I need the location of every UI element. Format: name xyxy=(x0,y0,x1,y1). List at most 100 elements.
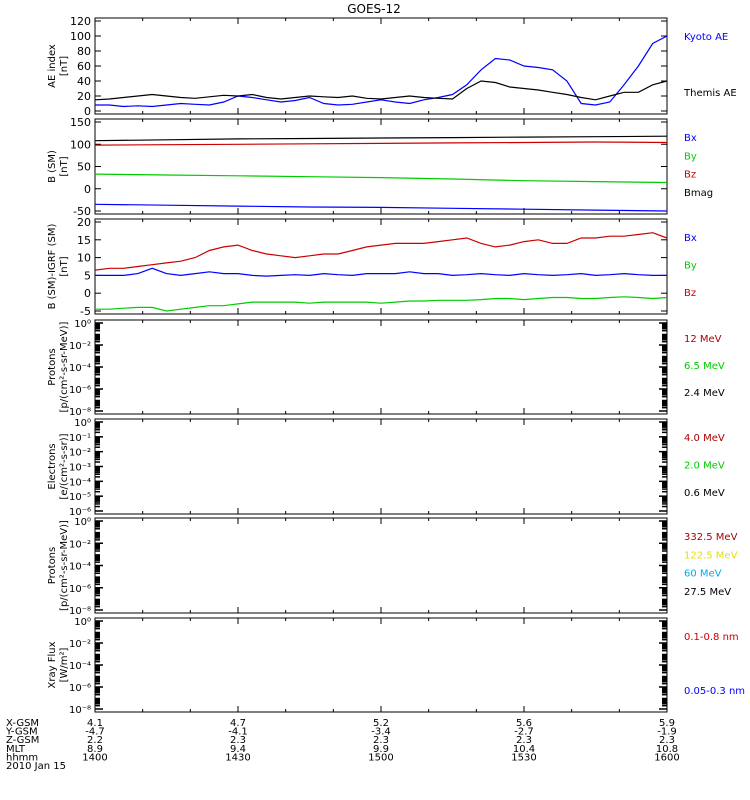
legend-kyoto-ae: Kyoto AE xyxy=(684,32,728,43)
legend-4-0-mev: 4.0 MeV xyxy=(684,433,725,444)
panel-frame xyxy=(94,218,668,315)
legend-0-05-0-3-nm: 0.05-0.3 nm xyxy=(684,686,745,697)
chart-title: GOES-12 xyxy=(347,2,401,16)
y-axis-unit: [nT] xyxy=(59,56,70,76)
series-line-bz xyxy=(94,232,668,271)
series-line-bx xyxy=(95,267,667,277)
legend-332-5-mev: 332.5 MeV xyxy=(684,532,738,543)
y-tick-label: 5 xyxy=(84,269,91,282)
x-tick-value: 2.3 xyxy=(373,735,389,746)
legend-bz: Bz xyxy=(684,288,696,299)
y-tick-label: 10⁻⁶ xyxy=(69,507,91,518)
y-tick-label: 10⁻² xyxy=(69,539,91,550)
x-tick-value: -3.4 xyxy=(371,727,391,738)
series-line-bmag xyxy=(94,135,668,142)
y-tick-label: 10⁰ xyxy=(74,517,91,528)
panel-protons2: Protons [p/(cm²-s-sr-MeV)] 10⁰ 10⁻² 10⁻⁴ 10⁻⁶… xyxy=(47,517,738,617)
y-tick-label: 60 xyxy=(77,60,91,73)
x-tick-value: 5.2 xyxy=(373,718,389,729)
y-tick-label: 10⁰ xyxy=(74,617,91,628)
y-tick-label: 10⁻³ xyxy=(69,463,91,474)
y-axis-unit: [W/m²] xyxy=(59,647,70,682)
x-tick-value: -1.9 xyxy=(657,727,677,738)
legend-0-1-0-8-nm: 0.1-0.8 nm xyxy=(684,632,739,643)
legend-bz: Bz xyxy=(684,170,696,181)
x-row-label: X-GSM xyxy=(6,718,39,729)
series-line-by xyxy=(94,173,668,184)
y-axis-unit: [p/(cm²-s-sr-MeV)] xyxy=(59,321,70,412)
y-tick-label: 10⁻⁴ xyxy=(69,477,91,488)
legend-bx: Bx xyxy=(684,133,697,144)
y-tick-label: 10⁻⁶ xyxy=(69,683,91,694)
legend-0-6-mev: 0.6 MeV xyxy=(684,488,725,499)
y-axis-label: Electrons xyxy=(47,443,58,489)
y-axis-label: B (SM)-IGRF (SM) xyxy=(47,224,58,310)
legend-27-5-mev: 27.5 MeV xyxy=(684,587,731,598)
y-axis-unit: [nT] xyxy=(59,256,70,276)
y-axis-unit: [p/(cm²-s-sr-MeV)] xyxy=(59,520,70,611)
legend-by: By xyxy=(684,151,697,162)
x-tick-value: -4.1 xyxy=(228,727,248,738)
panel-frame xyxy=(94,418,668,515)
y-tick-label: 10⁻² xyxy=(69,341,91,352)
y-axis-label: AE index xyxy=(47,44,58,88)
y-tick-label: 10⁻² xyxy=(69,448,91,459)
x-tick-value: 4.7 xyxy=(230,718,246,729)
panel-db: B (SM)-IGRF (SM) [nT] -5 0 5 10 15 20 Bx By Bz xyxy=(47,216,697,318)
legend-6-5-mev: 6.5 MeV xyxy=(684,361,725,372)
legend-2-0-mev: 2.0 MeV xyxy=(684,461,725,472)
y-tick-label: 40 xyxy=(77,75,91,88)
y-tick-label: 10⁰ xyxy=(74,418,91,429)
y-tick-label: 10⁻⁶ xyxy=(69,385,91,396)
x-tick-value: 1400 xyxy=(82,752,107,763)
legend-12-mev: 12 MeV xyxy=(684,334,722,345)
y-axis-label: Protons xyxy=(47,547,58,584)
x-tick-value: 10.8 xyxy=(656,744,678,755)
y-axis-unit: [nT] xyxy=(59,156,70,176)
series-line-kyoto-ae xyxy=(95,35,668,108)
x-tick-value: 1600 xyxy=(654,752,679,763)
x-tick-value: -4.7 xyxy=(85,727,105,738)
x-tick-value: 5.6 xyxy=(516,718,532,729)
date-label: 2010 Jan 15 xyxy=(6,761,66,772)
x-row-label: Z-GSM xyxy=(6,735,39,746)
x-tick-value: 1500 xyxy=(368,752,393,763)
x-tick-value: 9.4 xyxy=(230,744,246,755)
x-tick-value: 10.4 xyxy=(513,744,535,755)
y-tick-label: 20 xyxy=(77,90,91,103)
panel-frame xyxy=(94,319,668,415)
series-line-themis-ae xyxy=(94,80,668,101)
series-line-bz xyxy=(94,141,668,146)
y-tick-label: 10 xyxy=(77,252,91,265)
panel-xray: Xray Flux [W/m²] 10⁰ 10⁻² 10⁻⁴ 10⁻⁶ 10⁻⁸ 0.1-0.… xyxy=(47,617,745,716)
x-tick-value: 1430 xyxy=(225,752,250,763)
x-tick-value: 2.3 xyxy=(230,735,246,746)
y-axis-label: B (SM) xyxy=(47,150,58,183)
legend-60-mev: 60 MeV xyxy=(684,569,722,580)
y-tick-label: 20 xyxy=(77,216,91,229)
y-tick-label: 10⁻⁸ xyxy=(69,705,91,716)
y-tick-label: 10⁻⁸ xyxy=(69,606,91,617)
panel-frame xyxy=(94,118,668,215)
x-row-label: MLT xyxy=(6,744,26,755)
legend-bx: Bx xyxy=(684,233,697,244)
panel-protons1: Protons [p/(cm²-s-sr-MeV)] 10⁰ 10⁻² 10⁻⁴ 10⁻⁶… xyxy=(47,319,725,418)
y-tick-label: 80 xyxy=(77,45,91,58)
x-tick-value: 2.2 xyxy=(87,735,103,746)
legend-themis-ae: Themis AE xyxy=(683,88,737,99)
y-tick-label: 10⁻¹ xyxy=(69,433,91,444)
y-tick-label: -50 xyxy=(73,205,91,218)
x-tick-value: -2.7 xyxy=(514,727,534,738)
y-tick-label: -5 xyxy=(80,305,91,318)
x-tick-value: 5.9 xyxy=(659,718,675,729)
y-tick-label: 15 xyxy=(77,234,91,247)
y-axis-label: Protons xyxy=(47,348,58,385)
y-tick-label: 50 xyxy=(77,161,91,174)
x-tick-value: 9.9 xyxy=(373,744,389,755)
legend-bmag: Bmag xyxy=(684,188,713,199)
y-tick-label: 120 xyxy=(70,15,91,28)
y-tick-label: 10⁻² xyxy=(69,639,91,650)
y-axis-label: Xray Flux xyxy=(47,641,58,688)
panel-frame xyxy=(94,617,668,713)
panel-frame xyxy=(94,517,668,614)
